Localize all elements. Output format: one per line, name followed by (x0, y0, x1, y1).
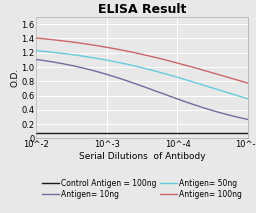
Antigen= 10ng (34, 58, 37, 61)
Antigen= 50ng (221, 90, 224, 92)
Control Antigen = 100ng (178, 131, 181, 134)
Antigen= 100ng (221, 75, 224, 77)
Control Antigen = 100ng (221, 131, 224, 134)
X-axis label: Serial Dilutions  of Antibody: Serial Dilutions of Antibody (79, 152, 205, 161)
Antigen= 50ng (34, 49, 37, 52)
Control Antigen = 100ng (92, 131, 95, 134)
Antigen= 100ng (178, 62, 181, 65)
Control Antigen = 100ng (93, 131, 97, 134)
Legend: Control Antigen = 100ng, Antigen= 10ng, Antigen= 50ng, Antigen= 100ng: Control Antigen = 100ng, Antigen= 10ng, … (42, 179, 242, 199)
Antigen= 10ng (113, 75, 116, 78)
Y-axis label: O.D.: O.D. (11, 68, 20, 87)
Control Antigen = 100ng (34, 131, 37, 134)
Title: ELISA Result: ELISA Result (98, 3, 186, 16)
Antigen= 10ng (221, 112, 224, 115)
Antigen= 10ng (92, 69, 95, 72)
Control Antigen = 100ng (247, 131, 250, 134)
Antigen= 10ng (247, 118, 250, 121)
Antigen= 50ng (178, 76, 181, 79)
Line: Antigen= 100ng: Antigen= 100ng (36, 38, 248, 83)
Antigen= 100ng (113, 47, 116, 50)
Antigen= 100ng (93, 44, 97, 47)
Line: Antigen= 10ng: Antigen= 10ng (36, 59, 248, 119)
Antigen= 50ng (93, 57, 97, 59)
Antigen= 10ng (93, 70, 97, 72)
Control Antigen = 100ng (113, 131, 116, 134)
Antigen= 50ng (247, 98, 250, 100)
Antigen= 10ng (178, 98, 181, 101)
Antigen= 50ng (92, 57, 95, 59)
Antigen= 100ng (92, 44, 95, 46)
Antigen= 50ng (113, 60, 116, 63)
Antigen= 100ng (34, 37, 37, 39)
Control Antigen = 100ng (163, 131, 166, 134)
Antigen= 50ng (163, 72, 166, 75)
Antigen= 10ng (163, 93, 166, 95)
Line: Antigen= 50ng: Antigen= 50ng (36, 51, 248, 99)
Antigen= 100ng (163, 58, 166, 61)
Antigen= 100ng (247, 82, 250, 85)
